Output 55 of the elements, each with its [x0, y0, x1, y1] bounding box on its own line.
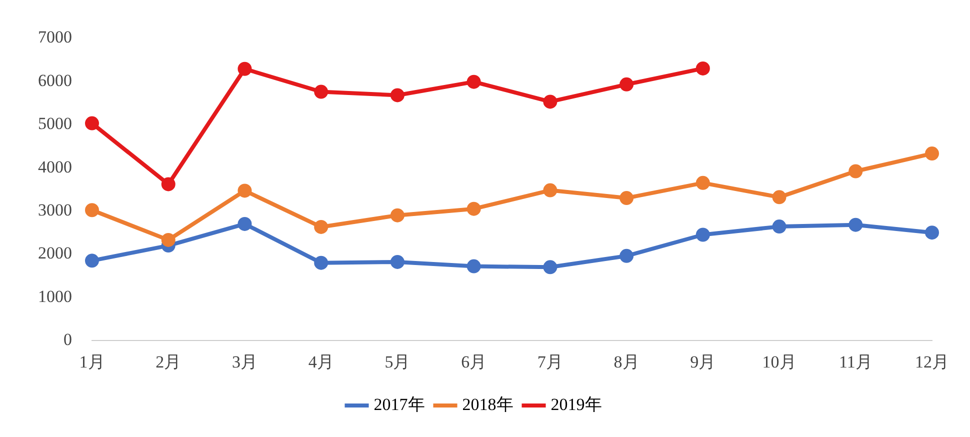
point	[238, 216, 252, 231]
point	[848, 164, 863, 178]
point	[696, 61, 710, 76]
y-tick-label: 2000	[38, 244, 72, 263]
point	[85, 254, 99, 268]
x-tick-label: 10月	[762, 352, 796, 372]
point	[390, 208, 404, 222]
y-tick-label: 6000	[38, 70, 72, 90]
point	[925, 146, 939, 161]
point	[85, 116, 99, 130]
x-tick-label: 4月	[308, 352, 334, 372]
y-tick-label: 0	[64, 330, 72, 350]
x-tick-label: 7月	[537, 352, 563, 372]
point	[772, 190, 786, 204]
point	[696, 228, 710, 242]
point	[543, 260, 558, 274]
y-tick-label: 4000	[38, 157, 72, 176]
point	[848, 218, 863, 232]
y-tick-label: 3000	[38, 200, 72, 220]
point	[390, 254, 404, 269]
x-tick-label: 9月	[690, 352, 716, 372]
x-tick-label: 3月	[232, 352, 258, 372]
point	[620, 77, 634, 92]
x-tick-label: 12月	[915, 352, 949, 372]
legend-label: 2019年	[550, 394, 602, 414]
point	[161, 177, 176, 192]
point	[238, 184, 252, 198]
x-tick-label: 5月	[384, 352, 410, 372]
point	[696, 176, 710, 190]
point	[390, 88, 404, 102]
y-tick-label: 5000	[38, 114, 72, 134]
point	[238, 62, 252, 76]
point	[466, 74, 481, 89]
point	[620, 191, 634, 206]
point	[466, 259, 481, 274]
legend-label: 2018年	[462, 394, 514, 414]
y-tick-label: 1000	[38, 286, 72, 306]
x-tick-label: 8月	[614, 352, 640, 372]
point	[314, 84, 328, 99]
x-tick-label: 11月	[838, 352, 872, 372]
point	[85, 203, 99, 218]
x-tick-label: 1月	[79, 352, 105, 372]
point	[543, 94, 558, 109]
point	[772, 220, 786, 234]
x-tick-label: 2月	[156, 352, 182, 372]
x-tick-label: 6月	[461, 352, 487, 372]
point	[314, 220, 328, 234]
y-tick-label: 7000	[38, 28, 72, 47]
point	[925, 226, 939, 240]
legend-label: 2017年	[374, 394, 425, 414]
point	[161, 232, 176, 247]
point	[314, 256, 328, 270]
point	[543, 183, 558, 198]
point	[620, 248, 634, 263]
point	[466, 202, 481, 216]
